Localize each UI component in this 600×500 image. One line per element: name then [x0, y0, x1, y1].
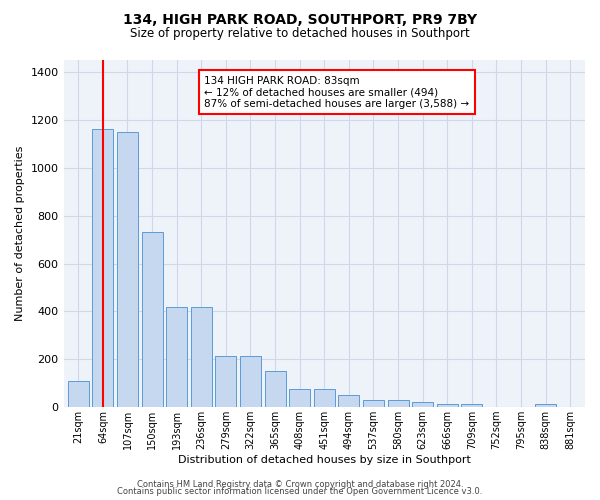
Text: Contains HM Land Registry data © Crown copyright and database right 2024.: Contains HM Land Registry data © Crown c… — [137, 480, 463, 489]
Bar — [338, 395, 359, 407]
Bar — [363, 400, 384, 407]
Bar — [265, 372, 286, 407]
Bar — [535, 404, 556, 407]
Bar — [388, 400, 409, 407]
Y-axis label: Number of detached properties: Number of detached properties — [15, 146, 25, 322]
Text: 134, HIGH PARK ROAD, SOUTHPORT, PR9 7BY: 134, HIGH PARK ROAD, SOUTHPORT, PR9 7BY — [123, 12, 477, 26]
Text: 134 HIGH PARK ROAD: 83sqm
← 12% of detached houses are smaller (494)
87% of semi: 134 HIGH PARK ROAD: 83sqm ← 12% of detac… — [205, 76, 469, 109]
Bar — [68, 381, 89, 407]
Bar — [240, 356, 261, 407]
Bar — [437, 404, 458, 407]
Text: Contains public sector information licensed under the Open Government Licence v3: Contains public sector information licen… — [118, 487, 482, 496]
Bar — [166, 306, 187, 407]
Bar — [461, 404, 482, 407]
Bar — [191, 306, 212, 407]
Text: Size of property relative to detached houses in Southport: Size of property relative to detached ho… — [130, 28, 470, 40]
Bar — [117, 132, 138, 407]
Bar — [92, 130, 113, 407]
Bar — [412, 402, 433, 407]
Bar — [289, 389, 310, 407]
Bar — [314, 389, 335, 407]
X-axis label: Distribution of detached houses by size in Southport: Distribution of detached houses by size … — [178, 455, 471, 465]
Bar — [142, 232, 163, 407]
Bar — [215, 356, 236, 407]
